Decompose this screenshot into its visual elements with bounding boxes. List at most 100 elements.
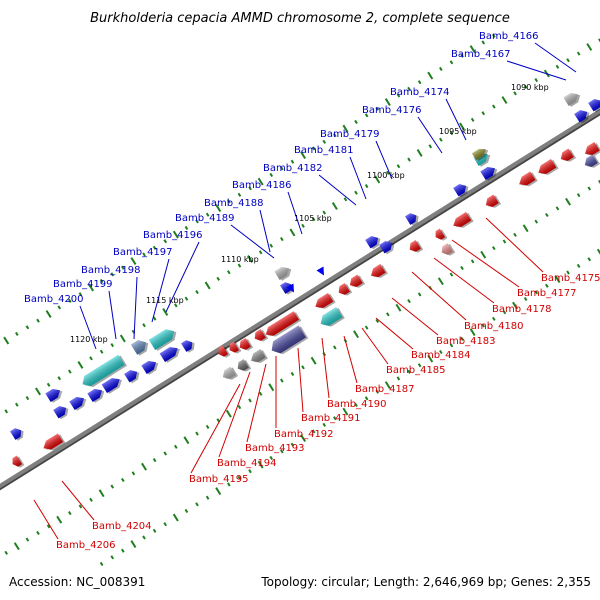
- blue-gene-arrow-shade: [574, 110, 588, 123]
- blue-gene-arrow: [10, 428, 24, 441]
- red-gene-arrow: [239, 338, 254, 351]
- red-gene-arrow: [560, 148, 577, 162]
- tick-row-1: [57, 376, 62, 381]
- tick-row-2: [56, 515, 63, 524]
- tick-row-0: [364, 113, 369, 118]
- reverse-gene-label: Bamb_4178: [492, 304, 552, 315]
- tick-row-1: [523, 84, 528, 89]
- tick-row-3: [364, 396, 369, 401]
- tick-row-0: [130, 257, 137, 265]
- cyan-gene-arrow: [148, 329, 177, 351]
- tick-row-3: [184, 508, 189, 514]
- tick-row-3: [280, 449, 284, 454]
- tick-row-2: [68, 511, 72, 516]
- tick-row-1: [481, 111, 486, 116]
- tick-row-2: [301, 365, 305, 370]
- red-gene-arrow: [338, 283, 353, 296]
- tick-row-2: [13, 542, 20, 551]
- tick-row-1: [311, 217, 316, 222]
- chromosome-backbone: [0, 108, 600, 491]
- pink-gene-arrow: [441, 243, 456, 256]
- tick-row-1: [227, 270, 231, 275]
- tick-row-1: [354, 190, 358, 195]
- tick-row-2: [205, 424, 210, 430]
- blue-gene-arrow-shade: [588, 99, 600, 112]
- tick-row-2: [248, 398, 252, 403]
- tick-row-1: [35, 387, 41, 396]
- red-gene-arrow: [43, 433, 66, 451]
- tick-row-1: [174, 303, 178, 308]
- tick-row-0: [300, 151, 307, 160]
- tick-row-3: [257, 460, 264, 469]
- tick-row-3: [354, 402, 358, 408]
- tick-row-2: [353, 330, 360, 339]
- tick-row-3: [322, 422, 327, 427]
- tick-row-3: [427, 354, 434, 363]
- gene-labels: Bamb_4166 Bamb_4167 Bamb_4174 Bamb_4176 Bamb…: [24, 31, 600, 551]
- forward-leader-line: [151, 258, 170, 323]
- tick-row-1: [534, 78, 539, 83]
- forward-gene-label: Bamb_4176: [362, 105, 422, 116]
- tick-row-2: [386, 312, 390, 317]
- tick-row-3: [300, 434, 306, 443]
- tick-row-2: [364, 325, 369, 330]
- tick-row-2: [545, 212, 549, 218]
- blue-gene-arrow-shade: [87, 389, 102, 402]
- reverse-leader-line: [361, 327, 389, 365]
- reverse-gene-label: Bamb_4204: [92, 521, 152, 532]
- red-gene-arrow: [453, 211, 474, 228]
- red-gene-arrow-shade: [519, 171, 536, 186]
- tick-row-2: [89, 497, 93, 502]
- tick-row-1: [566, 58, 570, 63]
- tick-row-3: [269, 455, 274, 461]
- tick-row-0: [205, 212, 210, 217]
- tick-row-2: [141, 462, 147, 471]
- gray-gene-arrow: [274, 267, 292, 281]
- forward-gene-label: Bamb_4182: [263, 163, 323, 174]
- tick-row-1: [204, 281, 211, 290]
- tick-row-0: [248, 186, 252, 191]
- reverse-leader-line: [391, 297, 439, 336]
- red-gene-arrow-shade: [229, 341, 240, 353]
- red-gene-arrow-shade: [349, 274, 363, 287]
- tick-row-2: [131, 471, 136, 476]
- blue-gene-arrow-shade: [365, 236, 379, 249]
- scale-label: 1095 kbp: [439, 127, 477, 136]
- tick-row-2: [183, 436, 190, 445]
- tick-row-2: [480, 250, 487, 259]
- tick-row-2: [492, 246, 496, 251]
- blue-gene-arrow: [453, 184, 469, 198]
- reverse-leader-line: [451, 239, 520, 288]
- tick-row-2: [310, 356, 317, 365]
- red-gene-arrow: [349, 274, 366, 288]
- tick-row-3: [566, 270, 570, 275]
- tick-row-3: [512, 301, 519, 310]
- reverse-leader-line: [61, 480, 95, 521]
- tick-row-2: [437, 277, 444, 286]
- red-gene-arrow-shade: [315, 292, 334, 308]
- tick-row-1: [258, 250, 263, 255]
- tick-row-0: [384, 98, 391, 107]
- tick-row-1: [142, 323, 146, 328]
- blue-gene-arrow-shade: [101, 378, 120, 394]
- red-gene-arrow: [519, 171, 538, 187]
- blue-gene-arrow-shade: [280, 282, 292, 294]
- reverse-leader-line: [433, 257, 495, 304]
- tick-row-1: [184, 296, 189, 301]
- navy-gene-arrow: [584, 154, 600, 168]
- blue-gene-arrow: [181, 340, 195, 353]
- forward-gene-label: Bamb_4196: [143, 230, 203, 241]
- tick-row-3: [481, 323, 486, 328]
- tick-row-1: [416, 149, 423, 157]
- tick-row-0: [25, 325, 30, 330]
- reverse-gene-label: Bamb_4183: [436, 336, 496, 347]
- gray-gene-arrow-shade: [222, 366, 236, 379]
- red-gene-arrow: [435, 228, 448, 241]
- reverse-leader-line: [246, 363, 267, 443]
- dark-gray-gene-arrow: [237, 359, 252, 372]
- tick-row-3: [130, 540, 137, 549]
- reverse-gene-label: Bamb_4193: [245, 443, 305, 454]
- olive-gene-arrow: [471, 148, 489, 162]
- accession-text: Accession: NC_008391: [9, 575, 145, 589]
- forward-leader-line: [79, 305, 97, 350]
